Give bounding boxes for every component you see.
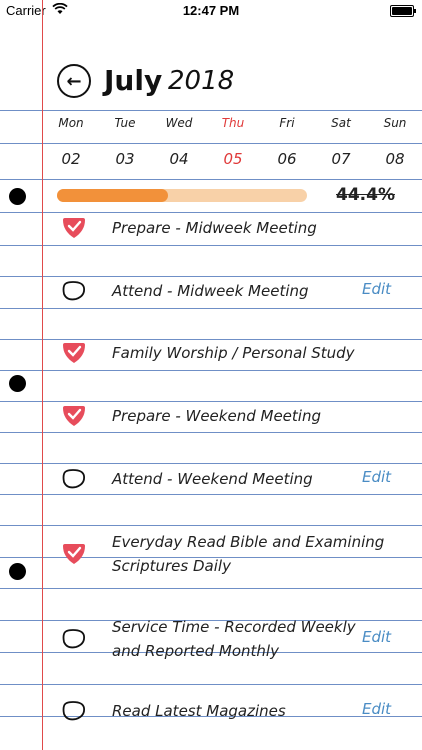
rule-line — [0, 652, 422, 653]
day-number[interactable]: 06 — [277, 150, 297, 168]
edit-link[interactable]: Edit — [362, 628, 392, 646]
progress-fill — [57, 189, 168, 202]
back-button[interactable]: ← — [57, 64, 91, 98]
rule-line — [0, 716, 422, 717]
unchecked-circle-icon[interactable] — [61, 468, 87, 490]
rule-line — [0, 308, 422, 309]
task-label: Everyday Read Bible and Examining — [112, 533, 385, 551]
task-label: Service Time - Recorded Weekly — [112, 618, 356, 636]
checked-heart-icon[interactable] — [61, 342, 87, 364]
task-item[interactable]: Service Time - Recorded Weekly and Report… — [44, 615, 422, 663]
task-item[interactable]: Family Worship / Personal Study — [44, 341, 422, 365]
rule-line — [0, 463, 422, 464]
rule-line — [0, 525, 422, 526]
arrow-left-icon: ← — [66, 70, 82, 92]
task-item[interactable]: Read Latest Magazines Edit — [44, 699, 422, 723]
edit-link[interactable]: Edit — [362, 700, 392, 718]
task-label: Attend - Weekend Meeting — [112, 470, 313, 488]
rule-line — [0, 494, 422, 495]
task-label: Scriptures Daily — [112, 557, 231, 575]
rule-line — [0, 110, 422, 111]
weekday-label: Wed — [165, 116, 193, 130]
weekday-label: Thu — [221, 116, 245, 130]
task-label: Family Worship / Personal Study — [112, 344, 355, 362]
task-label: Prepare - Weekend Meeting — [112, 407, 321, 425]
margin-line — [42, 0, 43, 750]
rule-line — [0, 212, 422, 213]
task-label: and Reported Monthly — [112, 642, 279, 660]
wifi-icon — [52, 3, 68, 14]
unchecked-circle-icon[interactable] — [61, 628, 87, 650]
binder-hole — [9, 563, 26, 580]
weekday-label: Mon — [58, 116, 84, 130]
rule-line — [0, 684, 422, 685]
month-title: July — [104, 64, 163, 97]
rule-line — [0, 370, 422, 371]
edit-link[interactable]: Edit — [362, 280, 392, 298]
binder-hole — [9, 375, 26, 392]
weekday-label: Fri — [279, 116, 295, 130]
edit-link[interactable]: Edit — [362, 468, 392, 486]
status-time: 12:47 PM — [182, 3, 240, 18]
day-number[interactable]: 07 — [331, 150, 351, 168]
weekday-label: Sun — [383, 116, 407, 130]
day-number[interactable]: 04 — [169, 150, 189, 168]
rule-line — [0, 401, 422, 402]
weekday-label: Sat — [331, 116, 351, 130]
binder-hole — [9, 188, 26, 205]
day-number[interactable]: 03 — [115, 150, 135, 168]
checked-heart-icon[interactable] — [61, 543, 87, 565]
task-item[interactable]: Prepare - Midweek Meeting — [44, 216, 422, 240]
task-item[interactable]: Prepare - Weekend Meeting — [44, 404, 422, 428]
day-number[interactable]: 05 — [223, 150, 243, 168]
task-label: Prepare - Midweek Meeting — [112, 219, 317, 237]
rule-line — [0, 339, 422, 340]
rule-line — [0, 557, 422, 558]
carrier-label: Carrier — [6, 3, 46, 18]
task-item[interactable]: Attend - Weekend Meeting Edit — [44, 467, 422, 491]
checked-heart-icon[interactable] — [61, 405, 87, 427]
rule-line — [0, 143, 422, 144]
day-number[interactable]: 02 — [61, 150, 81, 168]
battery-icon — [390, 5, 416, 17]
checked-heart-icon[interactable] — [61, 217, 87, 239]
weekday-label: Tue — [114, 116, 136, 130]
status-bar: Carrier 12:47 PM — [0, 0, 422, 22]
year-title: 2018 — [168, 66, 235, 96]
rule-line — [0, 179, 422, 180]
rule-line — [0, 432, 422, 433]
progress-bar — [57, 189, 307, 202]
task-item[interactable]: Everyday Read Bible and Examining Scriptu… — [44, 530, 422, 578]
rule-line — [0, 276, 422, 277]
task-item[interactable]: Attend - Midweek Meeting Edit — [44, 279, 422, 303]
day-number[interactable]: 08 — [385, 150, 405, 168]
progress-percent: 44.4% — [336, 185, 395, 205]
task-label: Read Latest Magazines — [112, 702, 286, 720]
task-label: Attend - Midweek Meeting — [112, 282, 309, 300]
unchecked-circle-icon[interactable] — [61, 280, 87, 302]
unchecked-circle-icon[interactable] — [61, 700, 87, 722]
rule-line — [0, 588, 422, 589]
rule-line — [0, 245, 422, 246]
rule-line — [0, 620, 422, 621]
